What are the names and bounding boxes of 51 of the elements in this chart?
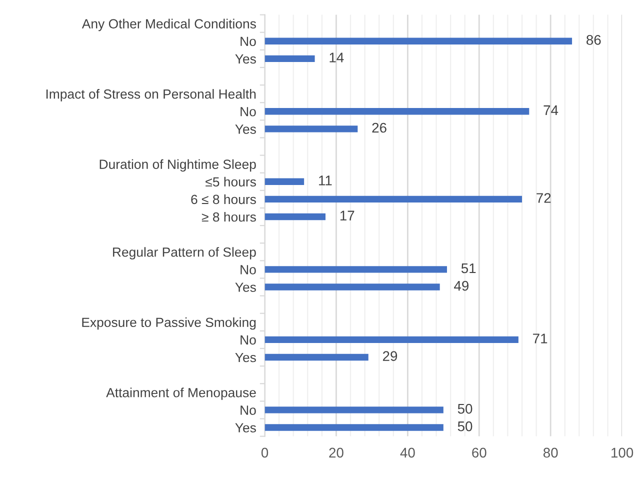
data-label: 86 [586, 35, 601, 45]
y-tick-label: 6 ≤ 8 hours [191, 194, 256, 204]
y-tick-label: Yes [235, 124, 256, 134]
y-tick-label: Attainment of Menopause [106, 388, 256, 400]
y-tick-label: Any Other Medical Conditions [82, 18, 256, 32]
data-label: 14 [330, 52, 344, 62]
data-label: 50 [458, 404, 472, 414]
y-tick-label: ≥ 8 hours [202, 212, 256, 222]
y-tick-label: Impact of Stress on Personal Health [46, 89, 256, 102]
data-label: 29 [382, 351, 398, 361]
y-tick-label: Yes [235, 423, 256, 432]
data-label: 17 [340, 210, 354, 220]
bar [264, 424, 444, 431]
data-label: 11 [319, 176, 332, 186]
y-tick-label: Yes [235, 352, 256, 362]
y-tick-label: Yes [235, 282, 256, 292]
bar [264, 266, 447, 273]
x-tick-label: 0 [261, 448, 268, 458]
bar [264, 336, 518, 344]
y-tick-label: No [240, 36, 256, 46]
bar [264, 406, 444, 414]
bar [264, 354, 368, 361]
bar [264, 55, 315, 62]
bar [264, 196, 522, 203]
data-label: 74 [544, 105, 558, 115]
bar [264, 38, 572, 44]
x-tick-label: 80 [543, 448, 558, 458]
y-tick-label: Regular Pattern of Sleep [113, 247, 256, 260]
y-tick-label: Exposure to Passive Smoking [82, 317, 256, 330]
y-tick-label: Duration of Nightime Sleep [100, 159, 256, 172]
bar [264, 126, 358, 132]
bar [264, 284, 440, 290]
y-tick-label: No [240, 107, 256, 116]
x-tick-label: 100 [612, 448, 634, 458]
data-label: 26 [372, 122, 386, 133]
data-label: 72 [536, 193, 551, 203]
bar [264, 213, 326, 220]
y-tick-label: No [240, 265, 256, 274]
y-tick-label: ≤5 hours [206, 176, 256, 187]
x-tick-label: 40 [400, 448, 415, 458]
y-tick-label: Yes [235, 54, 256, 64]
data-label: 50 [458, 421, 472, 432]
y-tick-label: No [240, 335, 256, 345]
bar [264, 108, 530, 115]
y-tick-label: No [240, 406, 256, 415]
data-label: 71 [533, 334, 548, 344]
data-label: 49 [454, 280, 469, 291]
x-tick-label: 60 [472, 448, 486, 458]
x-tick-label: 20 [329, 448, 344, 458]
bar [264, 178, 304, 185]
data-label: 51 [461, 263, 476, 274]
